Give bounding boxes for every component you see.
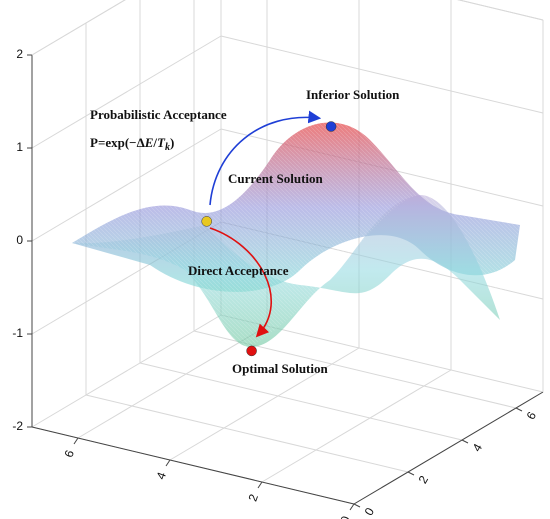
formula: P=exp(−ΔE/Tk)	[90, 135, 174, 153]
solution-point	[201, 216, 212, 227]
solution-point	[246, 345, 257, 357]
tick-mark	[73, 437, 79, 445]
arrow-direct	[209, 227, 272, 338]
tick-mark	[165, 459, 171, 467]
formula-part: P=exp(−Δ	[90, 135, 145, 150]
z-tick-label: 1	[16, 140, 23, 154]
grid-line	[220, 35, 544, 114]
x-tick-label: 6	[62, 448, 78, 459]
box-edge	[457, 0, 544, 21]
surface-mesh	[72, 122, 520, 347]
tick-mark	[515, 407, 523, 412]
annotation: Direct Acceptance	[188, 263, 289, 278]
tick-mark	[353, 503, 361, 508]
box-edge	[31, 426, 355, 505]
y-tick-label: 0	[362, 505, 378, 518]
grid-line	[31, 35, 222, 149]
tick-mark	[461, 439, 469, 444]
grid-line	[31, 314, 222, 428]
z-tick-label: -1	[12, 326, 23, 340]
grid-line	[85, 394, 409, 473]
point-label: Optimal Solution	[232, 361, 328, 376]
point-label: Current Solution	[228, 171, 324, 186]
z-tick-label: -2	[12, 419, 23, 433]
surface	[72, 122, 520, 348]
grid-line	[261, 369, 452, 483]
formula-part: /	[152, 135, 157, 150]
points	[201, 121, 337, 357]
tick-mark	[257, 481, 263, 489]
y-tick-label: 4	[470, 441, 486, 454]
grid-line	[31, 128, 222, 242]
formula-part: T	[157, 135, 166, 150]
x-tick-label: 4	[154, 470, 170, 481]
grid-line	[139, 362, 463, 441]
grid-line	[31, 0, 126, 56]
tick-mark	[349, 503, 355, 511]
y-tick-label: 6	[524, 409, 540, 422]
grid-line	[169, 347, 360, 461]
formula-part: E	[144, 135, 154, 150]
tick-mark	[407, 471, 415, 476]
x-tick-label: 2	[246, 492, 262, 503]
annotation: Probabilistic Acceptance	[90, 107, 227, 122]
z-tick-label: 2	[16, 47, 23, 61]
grid-line	[77, 325, 268, 439]
x-tick-label: 0	[338, 514, 354, 519]
arrow-probabilistic	[209, 110, 322, 206]
box-edge	[31, 0, 126, 56]
point-label: Inferior Solution	[306, 87, 400, 102]
grid-line	[457, 0, 544, 21]
solution-point	[325, 121, 337, 132]
z-tick-label: 0	[16, 233, 23, 247]
formula-part: k	[165, 142, 170, 153]
box-edge	[353, 391, 544, 505]
y-tick-label: 2	[416, 473, 432, 486]
formula-part: )	[170, 135, 174, 150]
